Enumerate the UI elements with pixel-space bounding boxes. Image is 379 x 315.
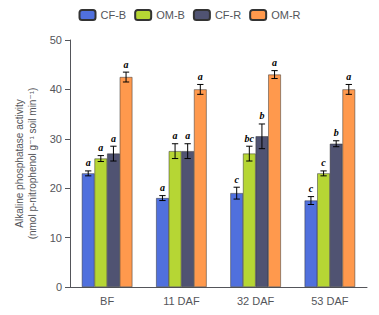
- svg-text:a: a: [185, 130, 190, 141]
- svg-text:bc: bc: [245, 133, 255, 144]
- svg-text:a: a: [124, 59, 129, 70]
- svg-text:32 DAF: 32 DAF: [237, 295, 275, 307]
- svg-text:OM-R: OM-R: [271, 9, 300, 21]
- svg-text:CF-R: CF-R: [215, 9, 241, 21]
- svg-text:CF-B: CF-B: [101, 9, 127, 21]
- svg-text:20: 20: [50, 182, 62, 194]
- svg-text:BF: BF: [100, 295, 114, 307]
- svg-text:a: a: [198, 71, 203, 82]
- svg-text:a: a: [98, 142, 103, 153]
- svg-text:40: 40: [50, 83, 62, 95]
- svg-text:(nmol p-nitrophenol g⁻¹ soil m: (nmol p-nitrophenol g⁻¹ soil min⁻¹): [27, 88, 38, 240]
- svg-text:b: b: [334, 127, 339, 138]
- svg-text:b: b: [259, 110, 264, 121]
- svg-text:a: a: [86, 157, 91, 168]
- svg-text:OM-B: OM-B: [156, 9, 185, 21]
- svg-text:0: 0: [56, 281, 62, 293]
- svg-text:53 DAF: 53 DAF: [311, 295, 349, 307]
- svg-text:a: a: [111, 133, 116, 144]
- svg-text:c: c: [321, 157, 326, 168]
- svg-text:50: 50: [50, 34, 62, 46]
- svg-text:a: a: [173, 130, 178, 141]
- svg-text:c: c: [309, 183, 314, 194]
- svg-text:11 DAF: 11 DAF: [163, 295, 200, 307]
- svg-text:Alkaline phosphatase activity: Alkaline phosphatase activity: [14, 99, 25, 227]
- svg-text:a: a: [272, 57, 277, 68]
- svg-text:30: 30: [50, 133, 62, 145]
- svg-text:c: c: [234, 174, 239, 185]
- svg-text:a: a: [160, 182, 165, 193]
- svg-text:10: 10: [50, 232, 62, 244]
- svg-text:a: a: [346, 71, 351, 82]
